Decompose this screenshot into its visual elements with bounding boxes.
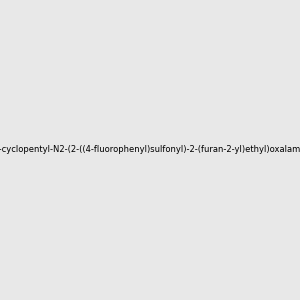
Text: N1-cyclopentyl-N2-(2-((4-fluorophenyl)sulfonyl)-2-(furan-2-yl)ethyl)oxalamide: N1-cyclopentyl-N2-(2-((4-fluorophenyl)su… xyxy=(0,146,300,154)
